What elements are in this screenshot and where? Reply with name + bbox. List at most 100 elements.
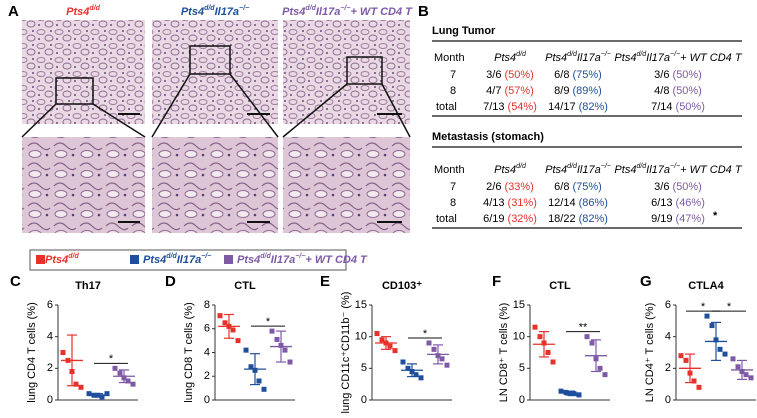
text-segment: Il17a bbox=[577, 164, 601, 176]
table-cell: 4/7 (57%) bbox=[486, 85, 534, 97]
data-point bbox=[112, 365, 118, 371]
table-cell: 7 bbox=[450, 69, 456, 81]
y-tick-label: 8 bbox=[204, 299, 210, 311]
data-point bbox=[269, 328, 275, 334]
panel-letter: D bbox=[165, 273, 176, 290]
y-tick-label: 15 bbox=[355, 299, 367, 311]
text-segment: Pts4 bbox=[494, 164, 516, 176]
table-cell: 8/9 (89%) bbox=[554, 85, 602, 97]
data-point bbox=[282, 347, 288, 353]
data-point bbox=[104, 391, 110, 397]
data-point bbox=[78, 384, 84, 390]
y-tick-label: 6 bbox=[47, 299, 53, 311]
table-cell: total bbox=[436, 101, 457, 113]
y-tick-label: 2 bbox=[47, 362, 53, 374]
table-header: Pts4d/d bbox=[494, 51, 527, 64]
scale-bars bbox=[118, 113, 402, 223]
data-point bbox=[584, 334, 590, 340]
y-axis-label: lung CD4 T cells (%) bbox=[26, 302, 38, 402]
text-segment: + WT CD4 T bbox=[350, 6, 413, 18]
text-segment: Pts4 bbox=[45, 254, 68, 266]
text-segment: Pts4 bbox=[237, 254, 260, 266]
data-point bbox=[678, 353, 684, 359]
superscript: −/− bbox=[295, 253, 305, 260]
data-point bbox=[717, 346, 723, 352]
table-header: Pts4d/dIl17a−/−+ WT CD4 T bbox=[614, 163, 742, 176]
data-point bbox=[735, 364, 741, 370]
data-point bbox=[287, 359, 293, 365]
count: 3/6 bbox=[654, 69, 669, 81]
table-cell: 3/6 (50%) bbox=[486, 69, 534, 81]
superscript: −/− bbox=[670, 51, 680, 58]
percent: (50%) bbox=[504, 69, 533, 81]
percent: (82%) bbox=[579, 213, 608, 225]
superscript: d/d bbox=[89, 5, 100, 12]
data-point bbox=[730, 356, 736, 362]
data-point bbox=[235, 338, 241, 344]
percent: (89%) bbox=[572, 85, 601, 97]
genotype-label: Pts4d/dIl17a−/−+ WT CD4 T bbox=[282, 5, 413, 18]
percent: (32%) bbox=[508, 213, 537, 225]
error-bar bbox=[591, 339, 601, 373]
superscript: −/− bbox=[601, 163, 611, 170]
histology-image bbox=[152, 20, 278, 124]
table-cell: 8 bbox=[450, 85, 456, 97]
data-point bbox=[550, 359, 556, 365]
y-axis-label: LN CD8⁺ T cells (%) bbox=[498, 303, 510, 403]
panel-letter: F bbox=[492, 273, 501, 290]
text-segment: Pts4 bbox=[545, 164, 567, 176]
y-tick-label: 10 bbox=[355, 331, 367, 343]
data-point bbox=[722, 351, 728, 357]
data-point bbox=[230, 327, 236, 333]
chart-title: CTLA4 bbox=[688, 280, 724, 292]
table-cell: 6/8 (75%) bbox=[554, 181, 602, 193]
data-point bbox=[222, 320, 228, 326]
y-tick-label: 2 bbox=[204, 370, 210, 382]
data-point bbox=[379, 337, 385, 343]
data-point bbox=[444, 362, 450, 368]
y-axis-label: LN CD4⁺ T cells (%) bbox=[644, 303, 656, 403]
table-header: Pts4d/dIl17a−/− bbox=[545, 51, 611, 64]
significance-label: * bbox=[727, 301, 732, 313]
data-point bbox=[125, 378, 131, 384]
percent: (75%) bbox=[572, 181, 601, 193]
significance-label: ** bbox=[579, 322, 588, 334]
text-segment: Pts4 bbox=[494, 52, 516, 64]
table-cell: 6/19 (32%) bbox=[483, 213, 537, 225]
table-header: Month bbox=[434, 164, 465, 176]
table-rules bbox=[432, 40, 742, 229]
superscript: d/d bbox=[516, 51, 527, 58]
data-point bbox=[589, 340, 595, 346]
panel-letter: E bbox=[320, 273, 330, 290]
text-segment: + WT CD4 T bbox=[680, 52, 743, 64]
superscript: d/d bbox=[636, 51, 647, 58]
y-tick-label: 0 bbox=[204, 394, 210, 406]
superscript: −/− bbox=[670, 163, 680, 170]
legend-box bbox=[29, 249, 347, 271]
superscript: −/− bbox=[201, 253, 211, 260]
y-tick-label: 15 bbox=[513, 299, 525, 311]
legend-label: Pts4d/dIl17a−/− bbox=[143, 253, 211, 266]
genotype-label: Pts4d/d bbox=[66, 5, 100, 18]
chart-title: Th17 bbox=[75, 280, 101, 292]
data-point bbox=[743, 372, 749, 378]
y-tick-label: 4 bbox=[665, 331, 671, 343]
y-tick-label: 0 bbox=[47, 394, 53, 406]
histology-zoom bbox=[152, 137, 278, 233]
data-point bbox=[748, 375, 754, 381]
data-point bbox=[545, 350, 551, 355]
table-cell: 3/6 (50%) bbox=[654, 181, 702, 193]
table-cell: 6/13 (46%) bbox=[651, 197, 705, 209]
legend-swatch bbox=[224, 255, 233, 264]
legend-swatch bbox=[36, 255, 45, 264]
data-point bbox=[418, 375, 424, 381]
data-point bbox=[243, 347, 249, 353]
percent: (46%) bbox=[676, 197, 705, 209]
data-point bbox=[400, 359, 406, 365]
data-point bbox=[602, 372, 608, 378]
chart-title: CTL bbox=[549, 280, 571, 292]
y-tick-label: 4 bbox=[204, 346, 210, 358]
error-bar bbox=[685, 353, 695, 384]
error-bar bbox=[711, 321, 721, 362]
